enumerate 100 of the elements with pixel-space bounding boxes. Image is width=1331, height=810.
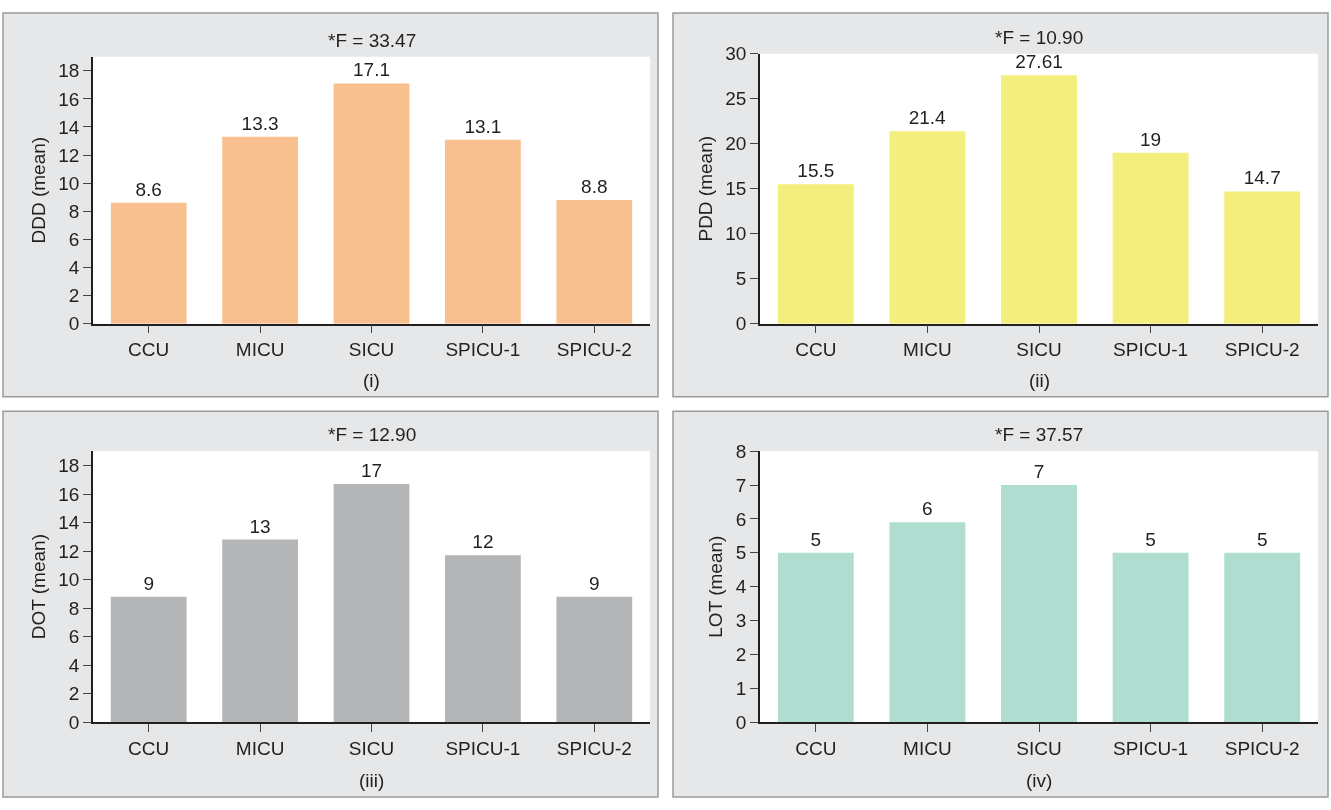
x-tick-label: SPICU-1 bbox=[1113, 339, 1189, 361]
x-axis-title: (iv) bbox=[1026, 770, 1053, 791]
x-tick-label: MICU bbox=[903, 339, 952, 361]
chart-title: *F = 37.57 bbox=[995, 424, 1084, 445]
y-tick-label: 0 bbox=[68, 313, 80, 335]
data-label: 5 bbox=[1145, 528, 1156, 550]
x-tick-label: CCU bbox=[128, 737, 170, 759]
y-tick-label: 1 bbox=[735, 677, 747, 699]
bar bbox=[110, 202, 187, 324]
y-tick-label: 6 bbox=[735, 508, 747, 530]
y-tick-label: 5 bbox=[735, 542, 747, 564]
y-tick-label: 10 bbox=[58, 172, 80, 194]
data-label: 17 bbox=[360, 460, 383, 482]
data-label: 9 bbox=[589, 572, 600, 594]
chart-title: *F = 12.90 bbox=[328, 424, 417, 445]
y-tick-label: 2 bbox=[735, 644, 747, 665]
data-label: 7 bbox=[1033, 461, 1045, 483]
data-label: 13.1 bbox=[464, 115, 502, 137]
data-label: 9 bbox=[143, 572, 154, 594]
y-tick-label: 10 bbox=[725, 223, 747, 245]
y-tick-label: 5 bbox=[735, 268, 747, 290]
y-tick-label: 12 bbox=[58, 540, 80, 562]
y-tick-label: 25 bbox=[725, 88, 747, 110]
y-tick-label: 0 bbox=[68, 711, 80, 733]
bar bbox=[110, 596, 187, 723]
data-label: 8.6 bbox=[135, 178, 162, 200]
bar bbox=[1001, 485, 1077, 723]
data-label: 8.8 bbox=[581, 176, 608, 198]
bar bbox=[777, 184, 854, 324]
bar bbox=[556, 200, 633, 324]
data-label: 21.4 bbox=[908, 107, 947, 129]
bar bbox=[889, 522, 966, 723]
x-tick-label: CCU bbox=[128, 339, 170, 361]
x-tick-label: MICU bbox=[903, 737, 952, 759]
bar bbox=[556, 596, 633, 723]
x-tick-label: SPICU-1 bbox=[445, 737, 521, 759]
x-axis-title: (i) bbox=[363, 370, 380, 391]
bar bbox=[222, 539, 298, 723]
y-tick-label: 2 bbox=[68, 683, 80, 705]
bar bbox=[1112, 152, 1189, 324]
y-axis-title: LOT (mean) bbox=[705, 535, 727, 638]
y-tick-label: 4 bbox=[68, 257, 80, 279]
x-tick-label: SICU bbox=[348, 737, 395, 759]
x-tick-label: SPICU-2 bbox=[1224, 737, 1300, 759]
bar bbox=[333, 83, 410, 324]
data-label: 5 bbox=[810, 528, 822, 550]
x-tick-label: MICU bbox=[235, 737, 285, 759]
y-axis-title: DDD (mean) bbox=[27, 136, 49, 244]
data-label: 5 bbox=[1256, 528, 1268, 550]
y-tick-label: 4 bbox=[735, 576, 747, 598]
x-tick-label: SPICU-2 bbox=[556, 339, 632, 361]
x-tick-label: SICU bbox=[348, 339, 395, 361]
x-tick-label: SICU bbox=[1016, 339, 1062, 361]
y-tick-label: 4 bbox=[68, 654, 80, 676]
y-tick-label: 8 bbox=[68, 200, 80, 222]
y-tick-label: 6 bbox=[68, 626, 80, 648]
x-tick-label: SICU bbox=[1016, 737, 1062, 759]
x-tick-label: CCU bbox=[795, 339, 837, 361]
data-label: 17.1 bbox=[353, 59, 390, 81]
bar bbox=[1224, 191, 1301, 324]
y-axis-title: PDD (mean) bbox=[694, 135, 716, 242]
x-tick-label: SPICU-1 bbox=[1113, 737, 1189, 759]
y-tick-label: 12 bbox=[58, 144, 80, 166]
data-label: 15.5 bbox=[797, 160, 835, 182]
data-label: 13 bbox=[249, 515, 271, 537]
y-tick-label: 20 bbox=[725, 133, 747, 155]
y-tick-label: 7 bbox=[735, 474, 747, 496]
bar bbox=[445, 555, 521, 723]
x-tick-label: CCU bbox=[795, 737, 837, 759]
y-tick-label: 8 bbox=[68, 597, 80, 619]
y-tick-label: 18 bbox=[58, 60, 80, 82]
data-label: 13.3 bbox=[241, 112, 279, 134]
bar bbox=[777, 552, 854, 723]
y-tick-label: 10 bbox=[58, 569, 80, 591]
y-tick-label: 16 bbox=[58, 88, 80, 110]
y-tick-label: 3 bbox=[735, 610, 747, 632]
y-tick-label: 14 bbox=[58, 512, 80, 534]
data-label: 19 bbox=[1140, 128, 1162, 150]
chart-title: *F = 33.47 bbox=[328, 30, 417, 51]
y-tick-label: 6 bbox=[68, 229, 80, 251]
y-tick-label: 30 bbox=[725, 43, 747, 65]
y-tick-label: 18 bbox=[58, 455, 80, 477]
bar bbox=[222, 136, 298, 324]
y-tick-label: 0 bbox=[735, 711, 747, 733]
y-tick-label: 14 bbox=[58, 116, 80, 138]
bar bbox=[1001, 75, 1077, 324]
x-tick-label: MICU bbox=[235, 339, 285, 361]
y-tick-label: 0 bbox=[735, 313, 747, 335]
y-tick-label: 16 bbox=[58, 483, 80, 505]
data-label: 12 bbox=[472, 531, 494, 553]
chart-title: *F = 10.90 bbox=[995, 27, 1084, 48]
data-label: 6 bbox=[922, 498, 933, 520]
x-tick-label: SPICU-1 bbox=[445, 339, 521, 361]
x-axis-title: (iii) bbox=[359, 770, 385, 791]
bar bbox=[1224, 552, 1301, 723]
bar bbox=[889, 131, 966, 324]
bar bbox=[333, 484, 410, 723]
y-axis-title: DOT (mean) bbox=[27, 534, 49, 640]
data-label: 27.61 bbox=[1015, 51, 1063, 73]
x-tick-label: SPICU-2 bbox=[556, 737, 632, 759]
